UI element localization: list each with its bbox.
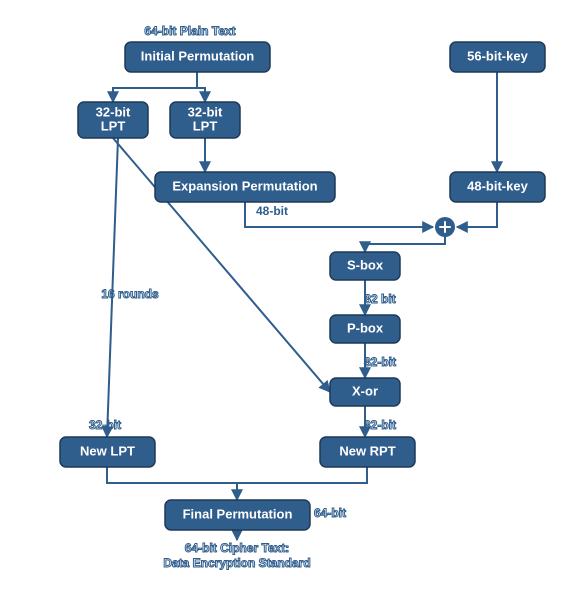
lbl_16rounds: 16 rounds — [101, 287, 159, 301]
sbox: S-box — [330, 252, 400, 280]
edge-6 — [365, 237, 445, 252]
plain_text_label: 64-bit Plain Text — [144, 24, 235, 38]
lbl_32a: 32 bit — [364, 292, 395, 306]
key48-text: 48-bit-key — [467, 178, 528, 193]
key56: 56-bit-key — [450, 42, 545, 72]
lbl_32c: 32-bit — [364, 418, 396, 432]
lbl_64: 64-bit — [314, 506, 346, 520]
edge-1 — [197, 72, 205, 102]
initial_perm: Initial Permutation — [125, 42, 270, 72]
edge-5 — [457, 202, 497, 227]
final_perm: Final Permutation — [165, 500, 310, 530]
pbox-text: P-box — [347, 320, 384, 335]
rpt: 32-bitLPT — [170, 102, 240, 138]
lpt-text-0: 32-bit — [96, 104, 131, 119]
cipher_label2: Data Encryption Standard — [163, 556, 310, 570]
initial_perm-text: Initial Permutation — [141, 48, 254, 63]
edge-0 — [113, 72, 197, 102]
rpt-text-0: 32-bit — [188, 104, 223, 119]
plus — [435, 217, 455, 237]
xor-text: X-or — [352, 383, 378, 398]
des-flowchart: 64-bit Plain Text Initial Permutation 32-b… — [0, 0, 584, 600]
expansion: Expansion Permutation — [155, 172, 335, 202]
xor: X-or — [330, 378, 400, 406]
lpt-text-1: LPT — [101, 118, 126, 133]
final_perm-text: Final Permutation — [183, 506, 293, 521]
lpt: 32-bitLPT — [78, 102, 148, 138]
lbl_32d: 32-bit — [89, 418, 121, 432]
lbl_32b: 32-bit — [364, 355, 396, 369]
new_rpt: New RPT — [320, 437, 415, 467]
new_lpt-text: New LPT — [80, 443, 135, 458]
lbl_48bit: 48-bit — [256, 204, 288, 218]
expansion-text: Expansion Permutation — [172, 178, 317, 193]
sbox-text: S-box — [347, 257, 384, 272]
pbox: P-box — [330, 315, 400, 343]
rpt-text-1: LPT — [193, 118, 218, 133]
key56-text: 56-bit-key — [467, 48, 528, 63]
key48: 48-bit-key — [450, 172, 545, 202]
new_lpt: New LPT — [60, 437, 155, 467]
edge-12 — [107, 467, 367, 483]
new_rpt-text: New RPT — [339, 443, 395, 458]
cipher_label1: 64-bit Cipher Text: — [185, 541, 289, 555]
